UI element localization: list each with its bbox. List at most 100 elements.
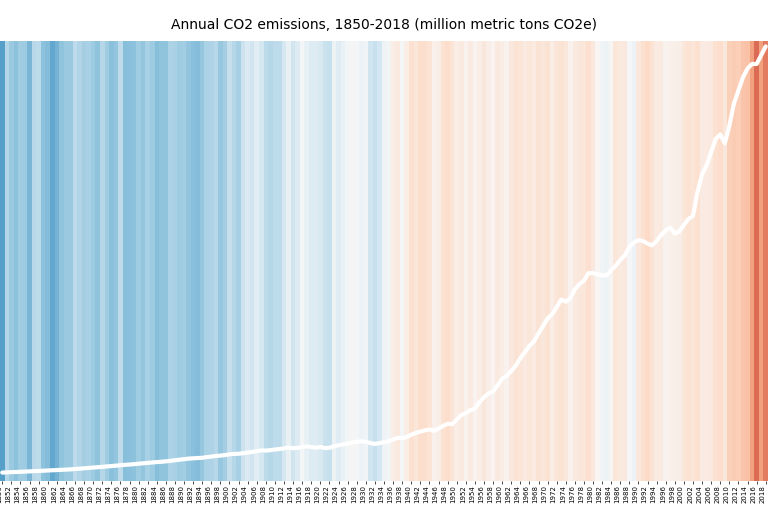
- Bar: [464, 41, 468, 481]
- Bar: [282, 41, 286, 481]
- Bar: [318, 41, 323, 481]
- Bar: [28, 41, 31, 481]
- Bar: [372, 41, 377, 481]
- Bar: [154, 41, 159, 481]
- Bar: [109, 41, 114, 481]
- Bar: [5, 41, 9, 481]
- Bar: [232, 41, 237, 481]
- Bar: [114, 41, 118, 481]
- Bar: [68, 41, 73, 481]
- Bar: [200, 41, 204, 481]
- Bar: [573, 41, 577, 481]
- Bar: [191, 41, 195, 481]
- Bar: [327, 41, 332, 481]
- Bar: [623, 41, 627, 481]
- Bar: [409, 41, 413, 481]
- Bar: [740, 41, 745, 481]
- Bar: [472, 41, 477, 481]
- Bar: [346, 41, 350, 481]
- Bar: [568, 41, 573, 481]
- Bar: [323, 41, 327, 481]
- Bar: [591, 41, 595, 481]
- Bar: [518, 41, 522, 481]
- Bar: [723, 41, 727, 481]
- Bar: [95, 41, 100, 481]
- Bar: [600, 41, 604, 481]
- Bar: [286, 41, 291, 481]
- Bar: [55, 41, 59, 481]
- Bar: [18, 41, 23, 481]
- Bar: [241, 41, 246, 481]
- Bar: [682, 41, 686, 481]
- Bar: [195, 41, 200, 481]
- Bar: [254, 41, 259, 481]
- Bar: [259, 41, 263, 481]
- Bar: [31, 41, 36, 481]
- Bar: [564, 41, 568, 481]
- Bar: [713, 41, 718, 481]
- Bar: [759, 41, 763, 481]
- Bar: [82, 41, 86, 481]
- Bar: [78, 41, 82, 481]
- Bar: [418, 41, 422, 481]
- Bar: [23, 41, 28, 481]
- Bar: [300, 41, 304, 481]
- Bar: [659, 41, 664, 481]
- Bar: [486, 41, 491, 481]
- Bar: [495, 41, 500, 481]
- Bar: [422, 41, 427, 481]
- Bar: [59, 41, 64, 481]
- Bar: [500, 41, 505, 481]
- Bar: [541, 41, 545, 481]
- Bar: [704, 41, 709, 481]
- Bar: [545, 41, 550, 481]
- Bar: [0, 41, 5, 481]
- Bar: [654, 41, 659, 481]
- Bar: [581, 41, 586, 481]
- Bar: [73, 41, 78, 481]
- Bar: [50, 41, 55, 481]
- Bar: [750, 41, 754, 481]
- Bar: [482, 41, 486, 481]
- Bar: [214, 41, 218, 481]
- Bar: [296, 41, 300, 481]
- Bar: [668, 41, 673, 481]
- Bar: [291, 41, 296, 481]
- Bar: [695, 41, 700, 481]
- Bar: [223, 41, 227, 481]
- Bar: [355, 41, 359, 481]
- Bar: [405, 41, 409, 481]
- Bar: [218, 41, 223, 481]
- Bar: [509, 41, 514, 481]
- Bar: [45, 41, 50, 481]
- Bar: [709, 41, 713, 481]
- Bar: [732, 41, 737, 481]
- Bar: [595, 41, 600, 481]
- Bar: [686, 41, 690, 481]
- Bar: [336, 41, 341, 481]
- Bar: [150, 41, 154, 481]
- Bar: [522, 41, 527, 481]
- Bar: [173, 41, 177, 481]
- Bar: [86, 41, 91, 481]
- Bar: [377, 41, 382, 481]
- Bar: [745, 41, 750, 481]
- Bar: [209, 41, 214, 481]
- Bar: [450, 41, 455, 481]
- Bar: [237, 41, 241, 481]
- Bar: [455, 41, 459, 481]
- Bar: [645, 41, 650, 481]
- Bar: [304, 41, 309, 481]
- Bar: [468, 41, 472, 481]
- Bar: [700, 41, 704, 481]
- Bar: [527, 41, 531, 481]
- Bar: [41, 41, 45, 481]
- Bar: [273, 41, 277, 481]
- Bar: [341, 41, 346, 481]
- Bar: [246, 41, 250, 481]
- Bar: [677, 41, 682, 481]
- Bar: [614, 41, 618, 481]
- Bar: [277, 41, 282, 481]
- Bar: [631, 41, 636, 481]
- Bar: [536, 41, 541, 481]
